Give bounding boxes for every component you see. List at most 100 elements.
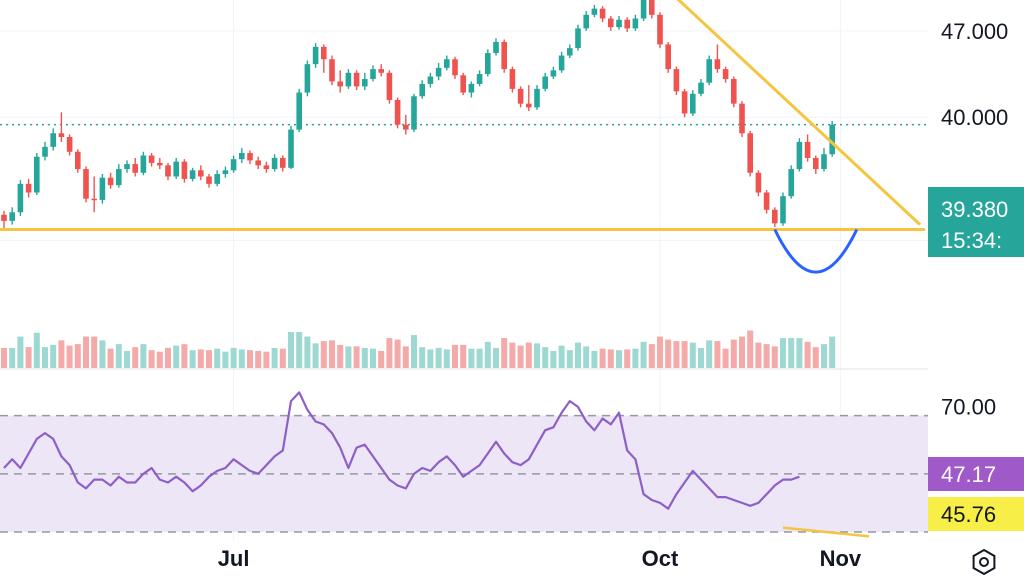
volume-bar [796, 338, 803, 368]
candle [649, 0, 655, 19]
volume-bar [353, 346, 360, 368]
bar-countdown: 15:34: [941, 228, 1002, 253]
candle [198, 165, 204, 181]
volume-bar [829, 336, 836, 368]
candle-body [772, 209, 778, 224]
candle-body [403, 124, 409, 130]
drawing-annotations [0, 0, 925, 274]
candle [583, 11, 589, 31]
candle [747, 130, 753, 177]
candle [772, 207, 778, 228]
candle [821, 148, 827, 172]
candle-body [271, 157, 278, 170]
volume-bar [197, 349, 204, 368]
candle-body [75, 151, 81, 170]
x-tick-label: Jul [218, 546, 250, 571]
volume-bar [730, 339, 737, 368]
candle [386, 70, 393, 104]
candle [271, 154, 278, 172]
candle [419, 80, 425, 99]
volume-bar [378, 350, 385, 368]
candle-body [222, 170, 229, 174]
time-axis[interactable]: Jul Oct Nov [218, 546, 862, 571]
candle-body [378, 69, 384, 73]
candle [755, 170, 762, 197]
volume-bar [74, 344, 81, 368]
candle-body [813, 157, 819, 170]
candle-body [788, 169, 794, 197]
candle [452, 56, 458, 79]
candle-body [83, 169, 89, 199]
candle-body [419, 83, 425, 97]
candle-body [107, 177, 114, 186]
candle [34, 153, 40, 195]
candle-body [485, 53, 491, 75]
candle-body [288, 129, 294, 168]
candle [558, 51, 565, 73]
candle [1, 211, 7, 229]
settings-icon[interactable] [972, 548, 996, 576]
volume-bar [575, 342, 581, 368]
volume-bar [50, 344, 57, 368]
volume-bar [607, 349, 614, 368]
candle-body [624, 19, 630, 29]
volume-bar [739, 336, 745, 368]
candle [394, 97, 401, 129]
volume-bar [484, 341, 491, 368]
candle [312, 43, 319, 68]
rounded-bottom-arc[interactable] [773, 228, 859, 274]
volume-bar [427, 349, 434, 368]
candle [829, 120, 835, 157]
volume-pane [1, 330, 836, 368]
candle-body [34, 156, 40, 193]
volume-bar [583, 346, 590, 368]
y-tick-label: 40.000 [941, 105, 1008, 130]
x-tick-label: Nov [820, 546, 862, 571]
volume-bar [706, 340, 713, 368]
volume-bar [755, 342, 762, 368]
candle-body [148, 155, 155, 163]
candle-body [427, 76, 434, 84]
resistance-trendline[interactable] [668, 0, 922, 226]
volume-bar [66, 345, 73, 368]
candle-body [640, 0, 647, 19]
candle-body [452, 59, 458, 76]
candle-body [575, 28, 581, 49]
y-tick-label: 47.000 [941, 19, 1008, 44]
volume-bar [435, 347, 442, 368]
candle [804, 134, 811, 162]
volume-bar [17, 336, 24, 368]
candle-body [673, 69, 680, 92]
volume-bar [394, 339, 401, 368]
candle [288, 125, 294, 170]
candle-body [116, 169, 122, 186]
candle [17, 180, 24, 216]
volume-bar [460, 344, 467, 368]
volume-bar [599, 348, 606, 368]
candle [657, 12, 663, 49]
price-pane [0, 0, 928, 540]
candle-body [247, 153, 253, 161]
volume-bar [107, 348, 114, 368]
last-price-value: 39.380 [941, 197, 1008, 222]
volume-bar [821, 344, 827, 368]
candle [501, 39, 507, 73]
candle-body [25, 183, 32, 193]
candle [140, 151, 147, 176]
candle [42, 141, 48, 161]
candle-body [263, 165, 270, 170]
candle-body [124, 164, 130, 170]
volume-bars [1, 330, 836, 368]
volume-bar [443, 349, 450, 368]
candle [181, 159, 188, 183]
volume-bar [509, 342, 516, 368]
candle [353, 70, 360, 91]
rsi-divergence-line[interactable] [782, 526, 870, 538]
candle [698, 78, 704, 97]
volume-bar [9, 347, 16, 368]
candle-body [198, 170, 204, 177]
rsi-axis[interactable]: 70.00 47.17 45.76 [928, 395, 1024, 531]
x-tick-label: Oct [642, 546, 679, 571]
volume-bar [665, 339, 672, 368]
